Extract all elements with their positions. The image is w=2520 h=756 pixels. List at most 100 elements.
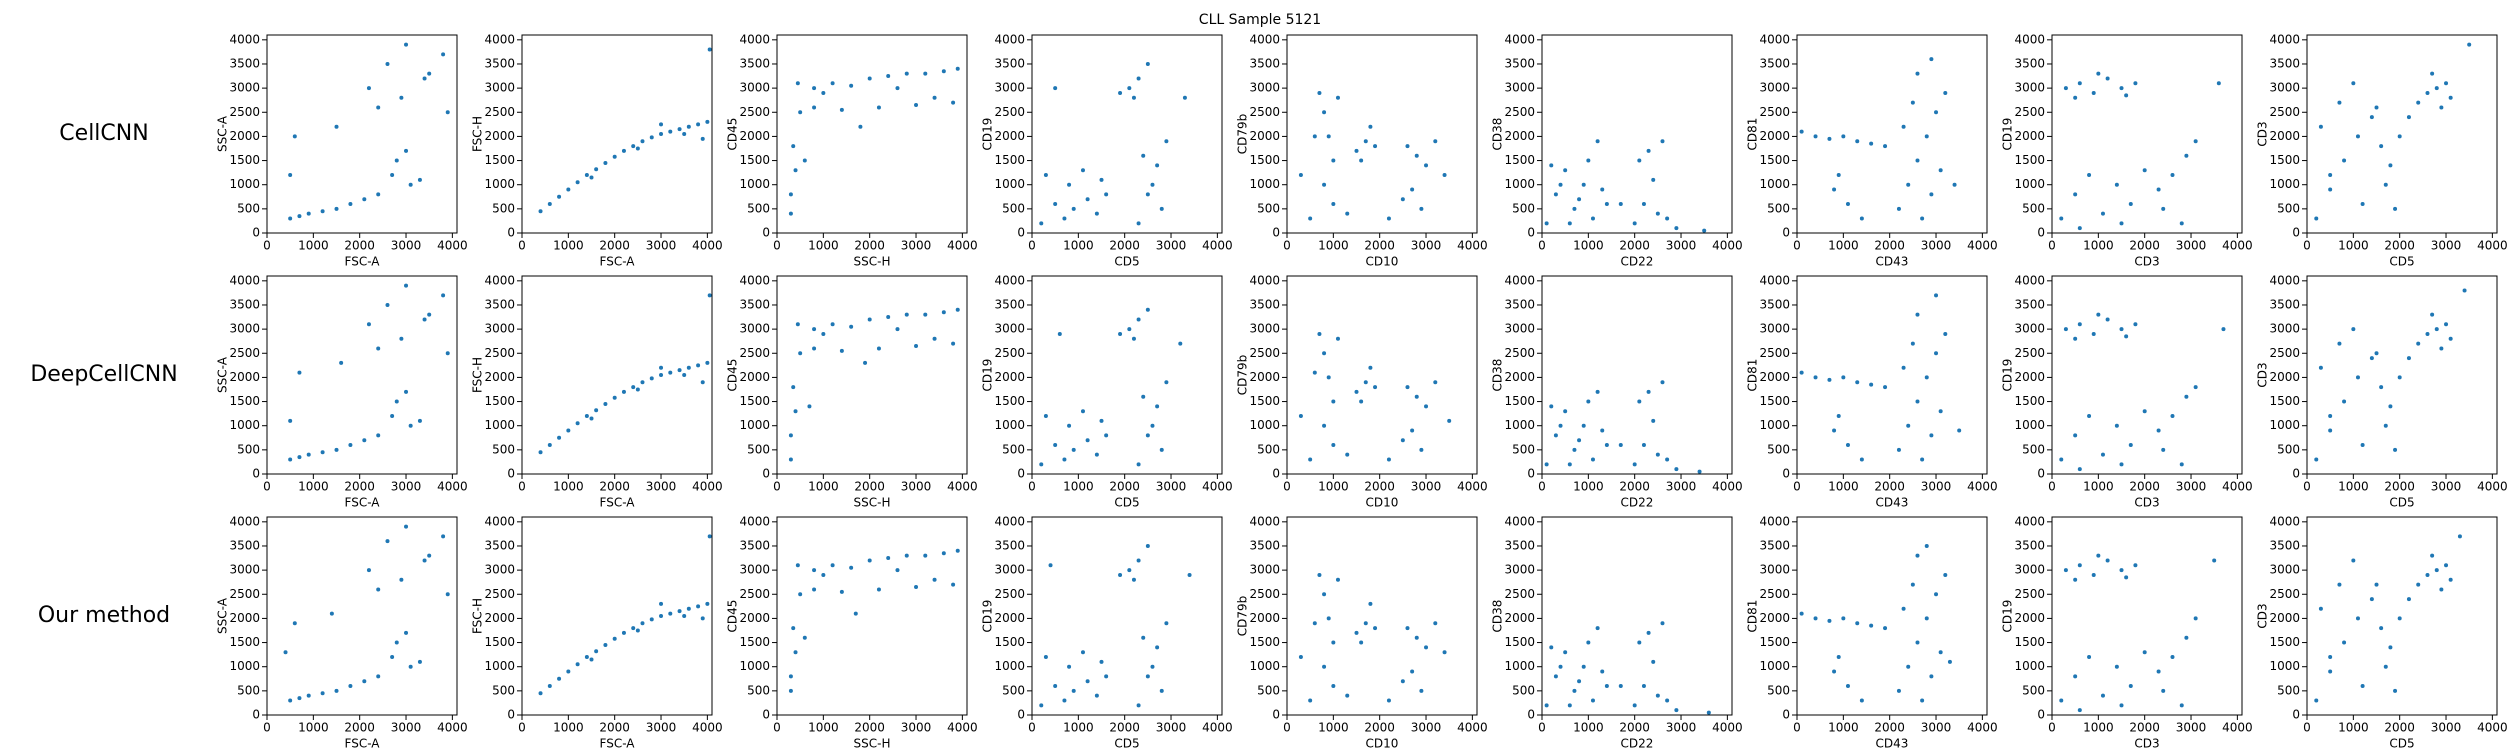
point — [2342, 158, 2347, 163]
point — [2425, 90, 2430, 95]
point — [2119, 221, 2124, 226]
x-tick-label: 1000 — [1828, 480, 1859, 494]
y-tick-label: 1500 — [1504, 635, 1535, 649]
point — [1929, 57, 1934, 62]
point — [1298, 173, 1303, 178]
point — [362, 438, 367, 443]
x-tick-label: 1000 — [298, 721, 329, 735]
point — [1368, 124, 1373, 129]
point — [1317, 572, 1322, 577]
point — [404, 524, 409, 529]
point — [923, 553, 928, 558]
point — [2119, 568, 2124, 573]
x-tick-label: 3000 — [391, 239, 422, 253]
point — [1039, 703, 1044, 708]
point — [445, 592, 450, 597]
y-tick-label: 4000 — [2014, 273, 2045, 287]
y-tick-label: 3500 — [2014, 538, 2045, 552]
y-tick-label: 4000 — [994, 32, 1025, 46]
point — [798, 351, 803, 356]
point — [1943, 331, 1948, 336]
point — [2128, 443, 2133, 448]
point — [2444, 81, 2449, 86]
x-tick-label: 1000 — [2338, 239, 2369, 253]
point — [1410, 187, 1415, 192]
x-tick-label: 2000 — [599, 721, 630, 735]
point — [1632, 703, 1637, 708]
point — [1549, 645, 1554, 650]
point — [2360, 202, 2365, 207]
x-tick-label: 3000 — [1921, 480, 1952, 494]
x-tick-label: 0 — [2048, 721, 2056, 735]
point — [1920, 216, 1925, 221]
x-tick-label: 3000 — [646, 721, 677, 735]
point — [1433, 621, 1438, 626]
x-tick-label: 3000 — [1411, 239, 1442, 253]
y-tick-label: 2500 — [1249, 587, 1280, 601]
point — [2100, 211, 2105, 216]
point — [1085, 197, 1090, 202]
y-tick-label: 4000 — [229, 32, 260, 46]
x-tick-label: 0 — [263, 721, 271, 735]
x-axis-label: CD22 — [1621, 255, 1654, 269]
point — [2434, 568, 2439, 573]
point — [2142, 409, 2147, 414]
point — [2328, 669, 2333, 674]
point — [1646, 630, 1651, 635]
points — [288, 42, 450, 221]
y-tick-label: 500 — [2277, 442, 2300, 456]
y-tick-label: 3500 — [1759, 297, 1790, 311]
x-tick-label: 2000 — [2129, 239, 2160, 253]
point — [858, 124, 863, 129]
point — [2393, 206, 2398, 211]
x-tick-label: 0 — [518, 721, 526, 735]
y-tick-label: 3000 — [994, 322, 1025, 336]
point — [2156, 187, 2161, 192]
point — [366, 568, 371, 573]
plot-frame — [776, 516, 968, 716]
point — [895, 86, 900, 91]
point — [1410, 428, 1415, 433]
point — [895, 568, 900, 573]
points — [1544, 380, 1702, 474]
x-tick-label: 2000 — [1364, 721, 1395, 735]
y-tick-label: 3000 — [2014, 322, 2045, 336]
point — [1442, 173, 1447, 178]
point — [1674, 708, 1679, 713]
point — [914, 344, 919, 349]
point — [390, 414, 395, 419]
point — [1145, 543, 1150, 548]
point — [821, 90, 826, 95]
point — [1577, 438, 1582, 443]
point — [2221, 327, 2226, 332]
point — [1553, 433, 1558, 438]
point — [640, 380, 645, 385]
point — [1159, 688, 1164, 693]
y-tick-label: 2500 — [2014, 346, 2045, 360]
point — [603, 642, 608, 647]
point — [288, 457, 293, 462]
point — [594, 649, 599, 654]
point — [441, 293, 446, 298]
y-tick-label: 3500 — [2269, 56, 2300, 70]
point — [1572, 447, 1577, 452]
x-tick-label: 1000 — [1063, 480, 1094, 494]
panel: 0 1000 2000 3000 4000 0 500 1000 1500 2000 2500 300… — [726, 32, 978, 268]
point — [1660, 139, 1665, 144]
point — [1145, 307, 1150, 312]
y-tick-label: 2000 — [1249, 129, 1280, 143]
point — [399, 577, 404, 582]
point — [1943, 572, 1948, 577]
y-tick-label: 3500 — [484, 56, 515, 70]
point — [1373, 385, 1378, 390]
y-tick-label: 3000 — [484, 322, 515, 336]
x-tick-label: 0 — [2303, 480, 2311, 494]
point — [807, 404, 812, 409]
point — [2087, 414, 2092, 419]
point — [1641, 443, 1646, 448]
point — [795, 81, 800, 86]
y-tick-label: 1500 — [484, 635, 515, 649]
plot-frame — [2051, 275, 2243, 475]
point — [923, 71, 928, 76]
